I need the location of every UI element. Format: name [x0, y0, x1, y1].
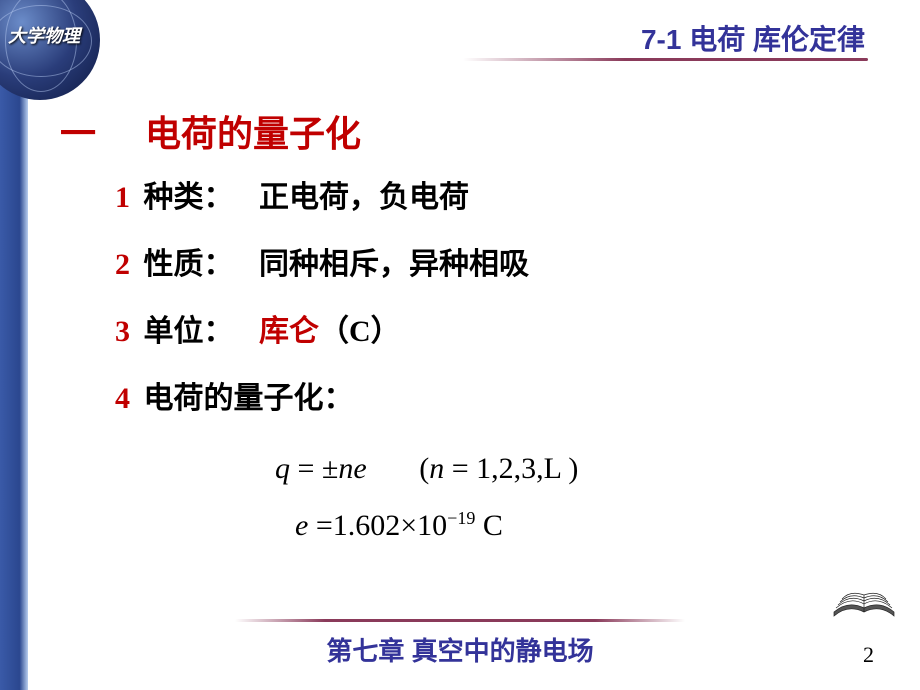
header-title: 7-1 电荷 库伦定律: [641, 18, 865, 58]
formula-e-unit: C: [483, 509, 503, 542]
formula-cond-eq: = 1,2,3,: [444, 452, 543, 485]
section-title: 一 电荷的量子化: [60, 105, 880, 157]
course-label: 大学物理: [8, 22, 80, 48]
formula-q-eq: = ±: [290, 452, 338, 485]
header-underline: [463, 58, 868, 61]
formula-e-eq: =1.602×10: [308, 509, 447, 542]
item-2-value: 同种相斥，异种相吸: [259, 248, 529, 281]
footer-chapter: 第七章 真空中的静电场: [326, 631, 593, 668]
item-3-label: 单位：: [144, 315, 234, 348]
item-3: 3 单位： 库仑（C）: [115, 309, 880, 354]
item-1: 1 种类： 正电荷，负电荷: [115, 175, 880, 220]
section-main-title: 电荷的量子化: [145, 113, 361, 154]
item-3-value-suffix: （C）: [319, 315, 401, 348]
formula-quantization: q = ±ne (n = 1,2,3,L ): [275, 443, 880, 494]
formula-q-rhs: ne: [338, 452, 366, 485]
content-area: 一 电荷的量子化 1 种类： 正电荷，负电荷 2 性质： 同种相斥，异种相吸 3…: [60, 105, 880, 557]
slide: 大学物理 7-1 电荷 库伦定律 一 电荷的量子化 1 种类： 正电荷，负电荷 …: [0, 0, 920, 690]
formula-cond-close: ): [568, 452, 578, 485]
formula-block: q = ±ne (n = 1,2,3,L ) e =1.602×10−19 C: [275, 443, 880, 551]
formula-e-exp: −19: [447, 508, 475, 528]
item-2: 2 性质： 同种相斥，异种相吸: [115, 242, 880, 287]
section-number: 一: [60, 113, 96, 154]
formula-elementary-charge: e =1.602×10−19 C: [295, 500, 880, 551]
formula-q-lhs: q: [275, 452, 290, 485]
item-4-label: 电荷的量子化：: [144, 382, 354, 415]
item-1-label: 种类：: [144, 181, 234, 214]
item-2-label: 性质：: [144, 248, 234, 281]
formula-cond-open: (: [419, 452, 429, 485]
formula-cond-var: n: [429, 452, 444, 485]
formula-e-var: e: [295, 509, 308, 542]
item-3-num: 3: [115, 315, 130, 348]
item-4-num: 4: [115, 382, 130, 415]
item-1-num: 1: [115, 181, 130, 214]
item-1-value: 正电荷，负电荷: [259, 181, 469, 214]
book-icon: [828, 570, 900, 625]
page-number: 2: [863, 642, 874, 668]
item-3-value-red: 库仑: [259, 315, 319, 348]
left-decor-bar: [0, 0, 28, 690]
item-4: 4 电荷的量子化：: [115, 376, 880, 421]
footer-underline: [235, 619, 685, 622]
globe-ornament: [0, 0, 100, 100]
item-2-num: 2: [115, 248, 130, 281]
formula-cond-dots: L: [544, 452, 569, 485]
